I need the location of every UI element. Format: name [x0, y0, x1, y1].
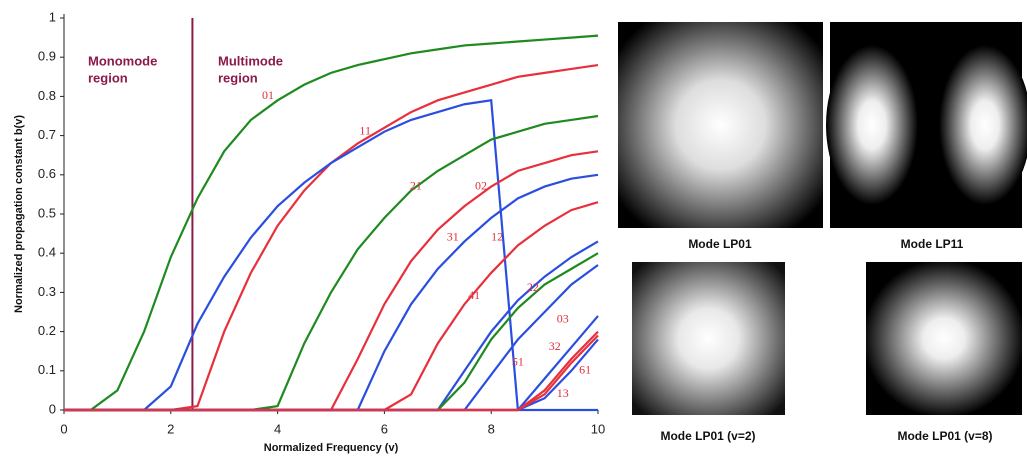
mode-image [632, 262, 785, 415]
caption: Mode LP01 [688, 237, 752, 251]
mode-label: 31 [447, 229, 459, 243]
mode-curve [64, 334, 599, 412]
mode-lobe [939, 45, 1027, 205]
mode-label: 41 [468, 288, 480, 302]
region-label: region [218, 70, 258, 85]
mode-label: 22 [527, 280, 539, 294]
mode-label: 01 [262, 88, 274, 102]
y-tick-label: 1 [49, 9, 56, 24]
y-tick-label: 0.7 [38, 127, 56, 142]
plot: 00.10.20.30.40.50.60.70.80.910 2 4 6 8 10Norm… [13, 9, 605, 453]
mode-label: 12 [491, 229, 503, 243]
y-tick-label: 0.5 [38, 205, 56, 220]
y-tick-label: 0.9 [38, 49, 56, 64]
mode-label: 32 [549, 339, 561, 353]
region-label: region [88, 70, 128, 85]
x-tick-label: 0 [60, 421, 67, 436]
y-tick-label: 0.8 [38, 88, 56, 103]
y-tick-label: 0.2 [38, 323, 56, 338]
x-tick-label: 2 [167, 421, 174, 436]
mode-label: 11 [359, 123, 371, 137]
x-tick-label: 10 [591, 421, 605, 436]
mode-label: 51 [512, 355, 524, 369]
mode-curve [64, 99, 598, 412]
y-axis-label: Normalized propagation constant b(v) [13, 115, 25, 313]
y-tick-label: 0 [49, 401, 56, 416]
mode-curve [64, 240, 599, 412]
y-tick-label: 0.4 [38, 245, 56, 260]
mode-label: 21 [410, 178, 422, 192]
mode-label: 03 [557, 312, 569, 326]
region-label: Multimode [218, 53, 283, 68]
y-tick-label: 0.1 [38, 362, 56, 377]
mode-image [866, 262, 1022, 415]
region-label: Monomode [88, 53, 157, 68]
y-tick-label: 0.3 [38, 284, 56, 299]
y-tick-label: 0.6 [38, 166, 56, 181]
mode-label: 02 [475, 178, 487, 192]
x-axis-label: Normalized Frequency (v) [264, 442, 399, 454]
caption: Mode LP01 (v=2) [660, 429, 755, 443]
mode-curve [64, 34, 599, 412]
mode-lobe [826, 45, 918, 205]
caption: Mode LP01 (v=8) [897, 429, 992, 443]
x-tick-label: 8 [488, 421, 495, 436]
mode-images: Mode LP01 Mode LP11 Mode LP01 (v=2) Mode… [618, 22, 1027, 443]
mode-label: 13 [557, 386, 569, 400]
mode-curve [64, 150, 599, 412]
mode-label: 61 [579, 363, 591, 377]
x-tick-label: 6 [381, 421, 388, 436]
mode-curve [64, 201, 599, 412]
mode-curve [64, 264, 599, 412]
mode-image [618, 22, 823, 228]
x-tick-label: 4 [274, 421, 281, 436]
caption: Mode LP11 [901, 237, 964, 251]
